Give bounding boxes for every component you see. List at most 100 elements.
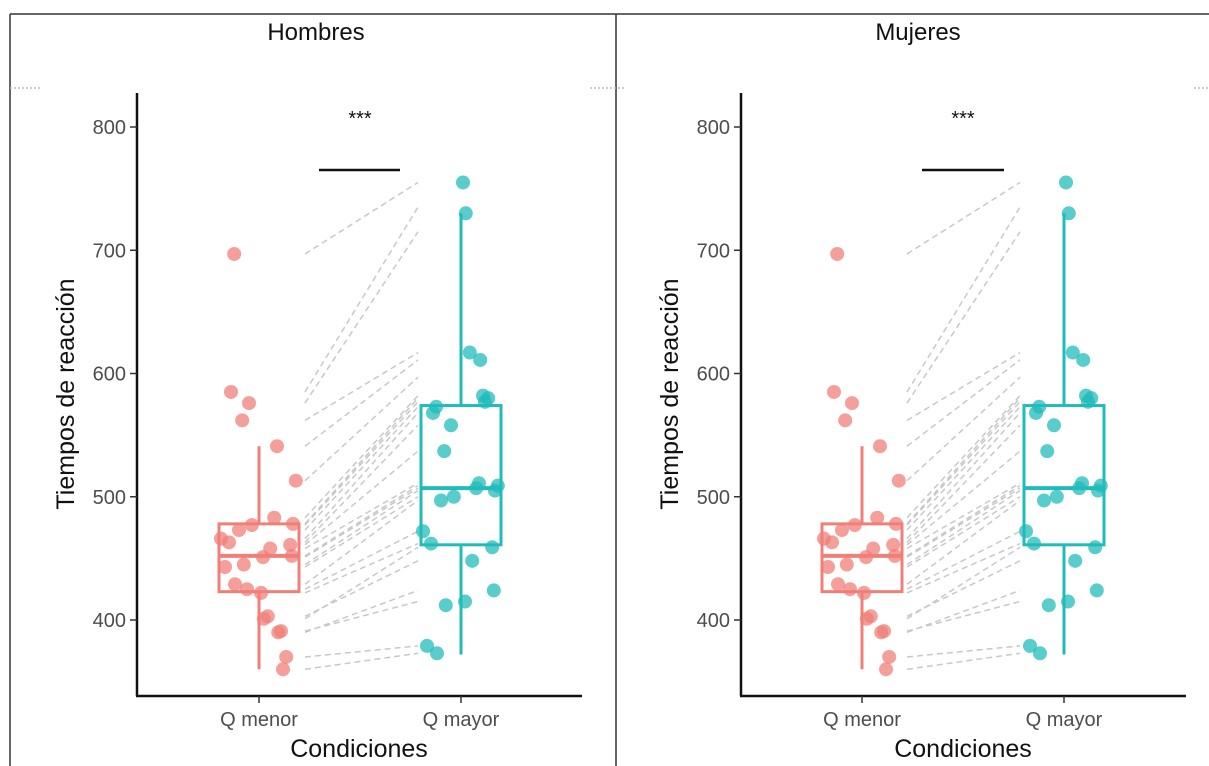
data-points: [817, 175, 1108, 677]
paired-line: [906, 542, 1021, 594]
data-point: [1037, 493, 1051, 508]
data-point: [827, 384, 841, 399]
data-point: [227, 246, 242, 261]
data-point: [1076, 352, 1091, 367]
significance-marker: ***: [922, 108, 1004, 172]
paired-line: [304, 496, 419, 568]
paired-line: [906, 376, 1021, 482]
paired-line: [304, 397, 419, 525]
data-point: [870, 510, 885, 525]
paired-line: [906, 397, 1021, 525]
data-point: [891, 473, 906, 488]
x-tick-label: Q mayor: [1026, 709, 1103, 731]
data-point: [1072, 481, 1087, 496]
data-point: [1068, 553, 1083, 568]
x-axis-title: Condiciones: [894, 735, 1032, 763]
paired-line: [906, 652, 1021, 671]
data-point: [1089, 583, 1104, 598]
paired-line: [906, 482, 1021, 550]
paired-line: [906, 645, 1021, 658]
paired-line: [304, 395, 419, 519]
paired-line: [304, 482, 419, 550]
paired-line: [906, 206, 1021, 393]
data-point: [873, 439, 887, 454]
data-point: [284, 548, 299, 563]
paired-line: [304, 359, 419, 447]
data-point: [859, 550, 873, 565]
data-point: [843, 582, 857, 597]
data-point: [889, 516, 903, 531]
data-point: [236, 557, 251, 572]
data-point: [228, 577, 242, 592]
data-point: [1040, 444, 1055, 459]
data-point: [254, 585, 268, 600]
boxplots: [820, 213, 1106, 670]
x-ticks: Q menor Q mayor: [823, 696, 1103, 731]
data-point: [825, 535, 839, 550]
y-tick-label: 400: [93, 610, 126, 632]
data-point: [879, 662, 893, 677]
data-point: [882, 649, 897, 664]
data-point: [839, 557, 854, 572]
box-iqr: [1022, 404, 1106, 547]
data-point: [830, 246, 845, 261]
paired-line: [304, 487, 419, 558]
data-point: [438, 598, 453, 613]
data-point: [486, 583, 501, 598]
data-point: [244, 518, 259, 533]
paired-line: [906, 351, 1021, 421]
data-point: [1091, 483, 1105, 498]
data-point: [288, 473, 303, 488]
data-point: [242, 396, 256, 411]
paired-line: [906, 589, 1021, 634]
data-point: [222, 535, 236, 550]
paired-line: [304, 645, 419, 658]
data-point: [485, 540, 500, 555]
significance-marker: ***: [319, 108, 400, 172]
y-tick-label: 400: [697, 610, 730, 632]
y-tick-label: 500: [697, 487, 730, 509]
data-point: [434, 493, 448, 508]
y-tick-label: 700: [93, 240, 126, 262]
paired-line: [906, 231, 1021, 404]
paired-line: [304, 485, 419, 557]
paired-line: [906, 412, 1021, 540]
data-point: [444, 418, 458, 433]
paired-line: [906, 487, 1021, 558]
data-point: [458, 594, 472, 609]
x-tick-label: Q menor: [823, 709, 901, 731]
data-point: [469, 481, 484, 496]
x-tick-label: Q menor: [220, 709, 298, 731]
y-tick-label: 700: [697, 240, 730, 262]
data-point: [274, 624, 288, 639]
paired-lines: [304, 181, 419, 671]
paired-line: [304, 424, 419, 543]
axes: [739, 93, 1186, 698]
paired-line: [906, 499, 1021, 585]
data-point: [1061, 594, 1075, 609]
data-point: [446, 489, 461, 504]
data-point: [857, 585, 871, 600]
paired-line: [304, 652, 419, 671]
paired-line: [304, 181, 419, 255]
data-point: [835, 523, 849, 538]
data-point: [886, 537, 901, 552]
panel-title: Mujeres: [875, 19, 960, 46]
data-point: [473, 352, 488, 367]
y-tick-label: 500: [93, 487, 126, 509]
y-tick-label: 600: [697, 364, 730, 386]
data-point: [478, 394, 492, 409]
data-point: [845, 396, 859, 411]
data-point: [1019, 524, 1033, 539]
data-point: [256, 550, 270, 565]
data-point: [1023, 638, 1037, 653]
data-point: [1061, 206, 1076, 221]
data-point: [462, 345, 477, 360]
paired-line: [304, 560, 419, 617]
y-ticks: 400 500 600 700 800: [697, 117, 741, 632]
x-axis-title: Condiciones: [290, 735, 428, 763]
paired-line: [906, 359, 1021, 447]
data-point: [1047, 418, 1061, 433]
data-point: [260, 609, 275, 624]
